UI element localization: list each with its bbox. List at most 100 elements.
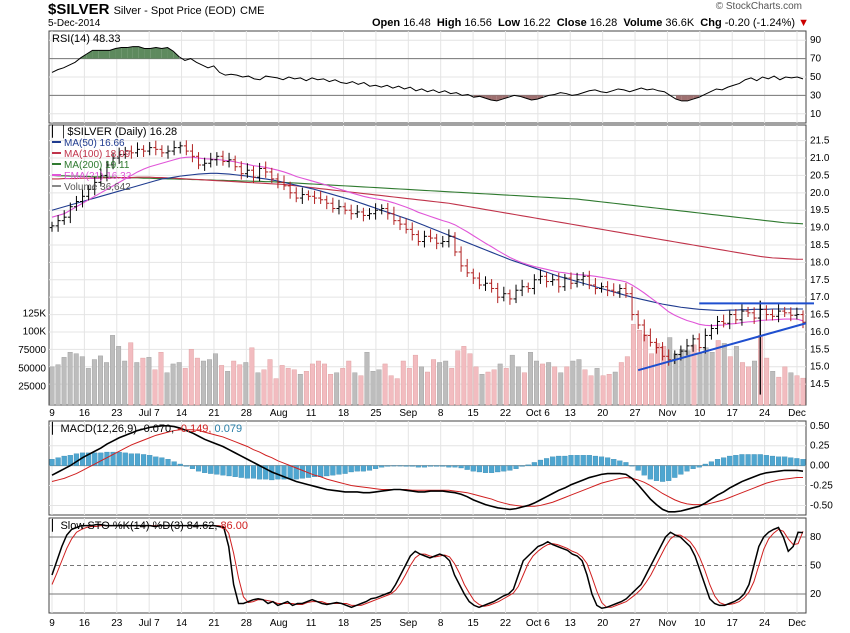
volume-bar bbox=[576, 359, 582, 406]
volume-bar bbox=[255, 372, 261, 406]
x-tick-label-bottom: 15 bbox=[468, 618, 480, 629]
x-tick-label-top: 20 bbox=[597, 408, 609, 419]
volume-bar bbox=[606, 374, 612, 406]
volume-axis-label: 100K bbox=[23, 327, 47, 338]
rsi-oversold-fill bbox=[675, 95, 682, 101]
volume-bar bbox=[624, 356, 630, 406]
x-tick-label-top: 9 bbox=[49, 408, 55, 419]
rsi-oversold-fill bbox=[485, 95, 492, 100]
volume-bar bbox=[697, 353, 703, 406]
x-tick-label-top: 22 bbox=[500, 408, 512, 419]
macd-histogram-bar bbox=[721, 457, 727, 466]
volume-bar bbox=[503, 368, 509, 406]
volume-bar bbox=[388, 375, 394, 406]
volume-bar bbox=[449, 368, 455, 406]
macd-histogram-bar bbox=[373, 465, 379, 469]
rsi-overbought-fill bbox=[98, 50, 104, 59]
macd-histogram-bar bbox=[776, 456, 782, 466]
x-tick-label-bottom: 9 bbox=[49, 618, 55, 629]
volume-axis-label: 125K bbox=[23, 308, 47, 319]
rsi-oversold-fill bbox=[525, 95, 532, 100]
macd-histogram-bar bbox=[354, 465, 360, 472]
macd-histogram-bar bbox=[684, 465, 690, 472]
volume-axis-label: 50000 bbox=[18, 363, 46, 374]
volume-bar bbox=[200, 360, 206, 406]
macd-histogram-bar bbox=[751, 454, 757, 466]
macd-histogram-bar bbox=[562, 455, 568, 466]
macd-histogram-bar bbox=[141, 454, 147, 466]
chart-date: 5-Dec-2014 bbox=[48, 18, 101, 29]
low-value: 16.22 bbox=[523, 17, 551, 29]
volume-bar bbox=[116, 346, 122, 406]
macd-histogram-bar bbox=[177, 463, 183, 466]
volume-bar bbox=[394, 378, 400, 406]
macd-histogram-bar bbox=[397, 465, 403, 467]
support-trendline bbox=[637, 322, 807, 372]
high-value: 16.56 bbox=[464, 17, 492, 29]
price-tick-label: 20.5 bbox=[810, 170, 830, 181]
macd-histogram-bar bbox=[745, 454, 751, 466]
x-tick-label-top: Jul 7 bbox=[139, 408, 161, 419]
volume-bar bbox=[473, 366, 479, 406]
volume-bar bbox=[497, 363, 503, 406]
macd-histogram-bar bbox=[458, 465, 464, 469]
macd-histogram-bar bbox=[134, 453, 141, 466]
macd-histogram-bar bbox=[232, 465, 238, 477]
volume-bar bbox=[534, 360, 539, 406]
volume-bar bbox=[334, 372, 340, 406]
rsi-overbought-fill bbox=[150, 47, 156, 59]
volume-bar bbox=[164, 372, 170, 406]
volume-bar bbox=[643, 334, 648, 406]
macd-histogram-bar bbox=[98, 452, 104, 466]
volume-bar bbox=[630, 324, 636, 406]
volume-bar bbox=[739, 362, 745, 406]
macd-tick-label: 0.50 bbox=[810, 421, 830, 432]
macd-histogram-bar bbox=[794, 458, 800, 466]
macd-histogram-bar bbox=[427, 465, 434, 467]
volume-bar bbox=[49, 366, 55, 406]
macd-histogram-bar bbox=[611, 459, 617, 466]
rsi-title: RSI(14) 48.33 bbox=[52, 33, 120, 45]
volume-bar bbox=[667, 337, 673, 406]
macd-histogram-bar bbox=[360, 465, 366, 472]
macd-histogram-bar bbox=[605, 457, 611, 466]
volume-bar bbox=[594, 368, 600, 406]
macd-histogram-bar bbox=[86, 452, 92, 466]
price-tick-label: 19.5 bbox=[810, 205, 830, 216]
volume-bar bbox=[170, 363, 176, 406]
macd-histogram-bar bbox=[165, 459, 171, 466]
volume-bar bbox=[158, 352, 164, 406]
volume-bar bbox=[679, 349, 685, 406]
macd-histogram-bar bbox=[110, 451, 116, 466]
volume-bar bbox=[243, 362, 249, 406]
sto-title: ▏Slow STO %K(14) %D(3) 84.62, 86.00 bbox=[51, 518, 248, 532]
macd-histogram-bar bbox=[666, 465, 672, 481]
macd-line bbox=[51, 424, 804, 513]
volume-bar bbox=[55, 364, 61, 406]
x-tick-label-top: 8 bbox=[438, 408, 444, 419]
macd-histogram-bar bbox=[690, 465, 696, 469]
rsi-oversold-fill bbox=[491, 95, 497, 101]
macd-histogram-bar bbox=[391, 465, 397, 467]
price-tick-label: 18.0 bbox=[810, 257, 830, 268]
macd-histogram-bar bbox=[202, 465, 208, 473]
x-tick-label-bottom: 22 bbox=[500, 618, 512, 629]
volume-bar bbox=[328, 374, 334, 406]
x-tick-label-bottom: 23 bbox=[111, 618, 123, 629]
sto-tick-label: 20 bbox=[810, 589, 822, 600]
rsi-tick-label: 90 bbox=[810, 35, 822, 46]
macd-histogram-bar bbox=[537, 459, 544, 466]
price-tick-label: 15.5 bbox=[810, 344, 830, 355]
volume-bar bbox=[776, 376, 782, 406]
volume-bar bbox=[182, 368, 188, 406]
volume-bar bbox=[406, 368, 412, 406]
volume-bar bbox=[752, 360, 758, 406]
rsi-overbought-fill bbox=[161, 47, 168, 59]
chg-label: Chg bbox=[700, 17, 722, 29]
volume-bar bbox=[322, 363, 327, 406]
macd-histogram-bar bbox=[641, 465, 647, 476]
volume-bar bbox=[207, 359, 212, 406]
volume-bar bbox=[297, 374, 303, 406]
macd-histogram-bar bbox=[507, 465, 513, 471]
rsi-overbought-fill bbox=[92, 50, 99, 59]
